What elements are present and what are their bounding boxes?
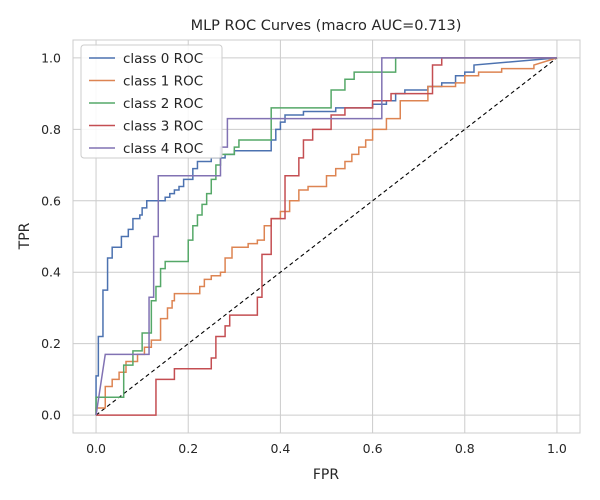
roc-curve-class-4 (95, 57, 557, 416)
roc-curves (95, 57, 558, 416)
y-axis-label: TPR (17, 222, 33, 250)
y-tick-labels: 0.0 0.2 0.4 0.6 0.8 1.0 (41, 50, 61, 422)
x-tick-label: 0.0 (86, 441, 106, 456)
x-axis-label: FPR (313, 467, 339, 483)
x-tick-label: 0.2 (178, 441, 198, 456)
y-tick-label: 1.0 (41, 50, 61, 65)
y-tick-label: 0.6 (41, 193, 61, 208)
y-tick-label: 0.8 (41, 122, 61, 137)
reference-diagonal-line (95, 57, 558, 416)
legend-entry-label: class 0 ROC (123, 51, 203, 67)
chart-title: MLP ROC Curves (macro AUC=0.713) (191, 18, 462, 34)
chance-diagonal (95, 57, 558, 416)
x-tick-label: 1.0 (547, 441, 567, 456)
legend-entry-label: class 1 ROC (123, 74, 203, 90)
x-tick-label: 0.8 (455, 441, 475, 456)
legend: class 0 ROC class 1 ROC class 2 ROC class 3… (80, 44, 223, 159)
y-tick-label: 0.2 (41, 336, 61, 351)
x-tick-label: 0.4 (270, 441, 290, 456)
legend-box (80, 44, 223, 159)
legend-entry-label: class 3 ROC (123, 119, 203, 135)
x-tick-labels: 0.0 0.2 0.4 0.6 0.8 1.0 (86, 441, 567, 456)
x-tick-label: 0.6 (363, 441, 383, 456)
legend-entry-label: class 4 ROC (123, 141, 203, 157)
roc-curve-class-2 (95, 57, 557, 416)
legend-entry-label: class 2 ROC (123, 96, 203, 112)
y-tick-label: 0.4 (41, 265, 61, 280)
y-tick-label: 0.0 (41, 408, 61, 423)
